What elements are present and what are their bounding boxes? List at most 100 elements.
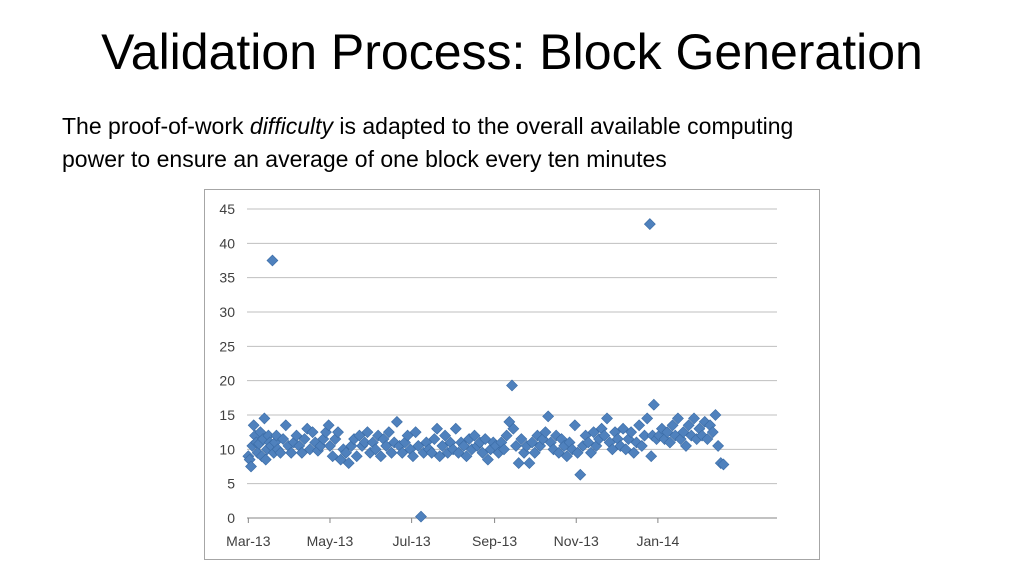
data-point (259, 453, 272, 466)
data-point (425, 446, 438, 459)
y-tick-label: 15 (219, 407, 235, 423)
data-point (625, 426, 638, 439)
data-point (396, 446, 409, 459)
chart-frame: 0 5 10 15 20 25 30 35 40 45 Mar-13 May-13 Jul-13 Sep-… (204, 189, 820, 560)
data-point (574, 468, 587, 481)
data-point (353, 429, 366, 442)
data-point (245, 460, 257, 473)
data-point (571, 446, 584, 459)
data-point (428, 433, 441, 445)
data-point (334, 453, 347, 466)
data-point (382, 426, 395, 439)
data-point (449, 422, 462, 435)
data-point (510, 439, 522, 452)
body-line-2: power to ensure an average of one block … (62, 146, 667, 172)
data-point (539, 426, 552, 439)
body-line-1-pre: The proof-of-work (62, 113, 250, 139)
data-point (415, 510, 427, 523)
data-point (585, 446, 597, 459)
data-point (285, 446, 298, 459)
data-point (431, 422, 443, 435)
data-point (303, 443, 316, 456)
data-point (369, 443, 382, 456)
data-point (380, 439, 393, 452)
data-point (680, 439, 692, 452)
data-point (436, 439, 449, 452)
data-point (374, 450, 387, 463)
data-point (664, 436, 676, 449)
data-point (342, 457, 355, 469)
x-tick-label: May-13 (307, 533, 354, 549)
data-point (506, 379, 518, 392)
data-point (361, 426, 374, 439)
data-point (706, 426, 719, 439)
data-point (476, 446, 489, 459)
data-point (638, 429, 651, 442)
data-point (587, 426, 600, 439)
data-point (643, 218, 656, 231)
data-point (385, 446, 398, 459)
data-point (630, 436, 643, 449)
y-tick-label: 40 (219, 235, 235, 251)
data-point (641, 412, 654, 425)
data-point (672, 412, 684, 425)
data-point (512, 457, 525, 469)
data-point (439, 429, 452, 442)
scatter-chart: 0 5 10 15 20 25 30 35 40 45 Mar-13 May-13 Jul-13 Sep-… (219, 201, 777, 549)
data-point (306, 426, 319, 439)
y-tick-label: 0 (227, 510, 235, 526)
data-point (712, 439, 725, 452)
x-tick-label: Nov-13 (554, 533, 599, 549)
data-point (507, 422, 520, 435)
y-tick-label: 10 (219, 441, 235, 457)
data-point (460, 450, 473, 463)
data-point (677, 426, 690, 439)
body-line-1-emphasis: difficulty (249, 113, 333, 139)
data-point (324, 439, 336, 452)
data-point (390, 415, 403, 428)
data-point (688, 412, 700, 425)
y-tick-label: 30 (219, 304, 235, 320)
x-tick-label: Jan-14 (636, 533, 679, 549)
data-point (666, 419, 679, 432)
data-point (582, 436, 595, 449)
data-point (298, 433, 311, 445)
data-point (407, 450, 419, 463)
data-point (645, 450, 658, 463)
data-point (326, 450, 339, 463)
data-point (498, 443, 510, 456)
data-point (560, 450, 573, 463)
data-point (515, 433, 528, 445)
data-point (274, 446, 287, 459)
body-line-1: The proof-of-work difficulty is adapted … (62, 110, 962, 143)
data-point (526, 436, 539, 449)
data-point (682, 419, 695, 432)
data-point (322, 419, 335, 432)
data-point (617, 422, 630, 435)
data-point (542, 410, 555, 423)
data-point (457, 439, 470, 452)
data-point (500, 429, 513, 442)
data-point (701, 433, 714, 445)
data-point (619, 443, 632, 456)
data-point (277, 433, 290, 445)
data-point (528, 446, 541, 459)
y-tick-label: 45 (219, 201, 235, 217)
y-tick-label: 35 (219, 270, 235, 286)
data-point (568, 419, 581, 432)
data-point (295, 446, 308, 459)
slide-body-text: The proof-of-work difficulty is adapted … (62, 110, 962, 176)
data-point (479, 433, 492, 445)
data-point (627, 446, 640, 459)
data-point (388, 436, 401, 449)
data-point (598, 429, 611, 442)
slide-title: Validation Process: Block Generation (101, 24, 923, 80)
data-point (709, 409, 722, 421)
data-point (340, 446, 352, 459)
data-point (606, 443, 619, 456)
y-tick-label: 25 (219, 338, 235, 354)
x-tick-label: Jul-13 (393, 533, 431, 549)
data-point (481, 453, 494, 466)
data-point (401, 429, 414, 442)
data-point (409, 426, 422, 439)
